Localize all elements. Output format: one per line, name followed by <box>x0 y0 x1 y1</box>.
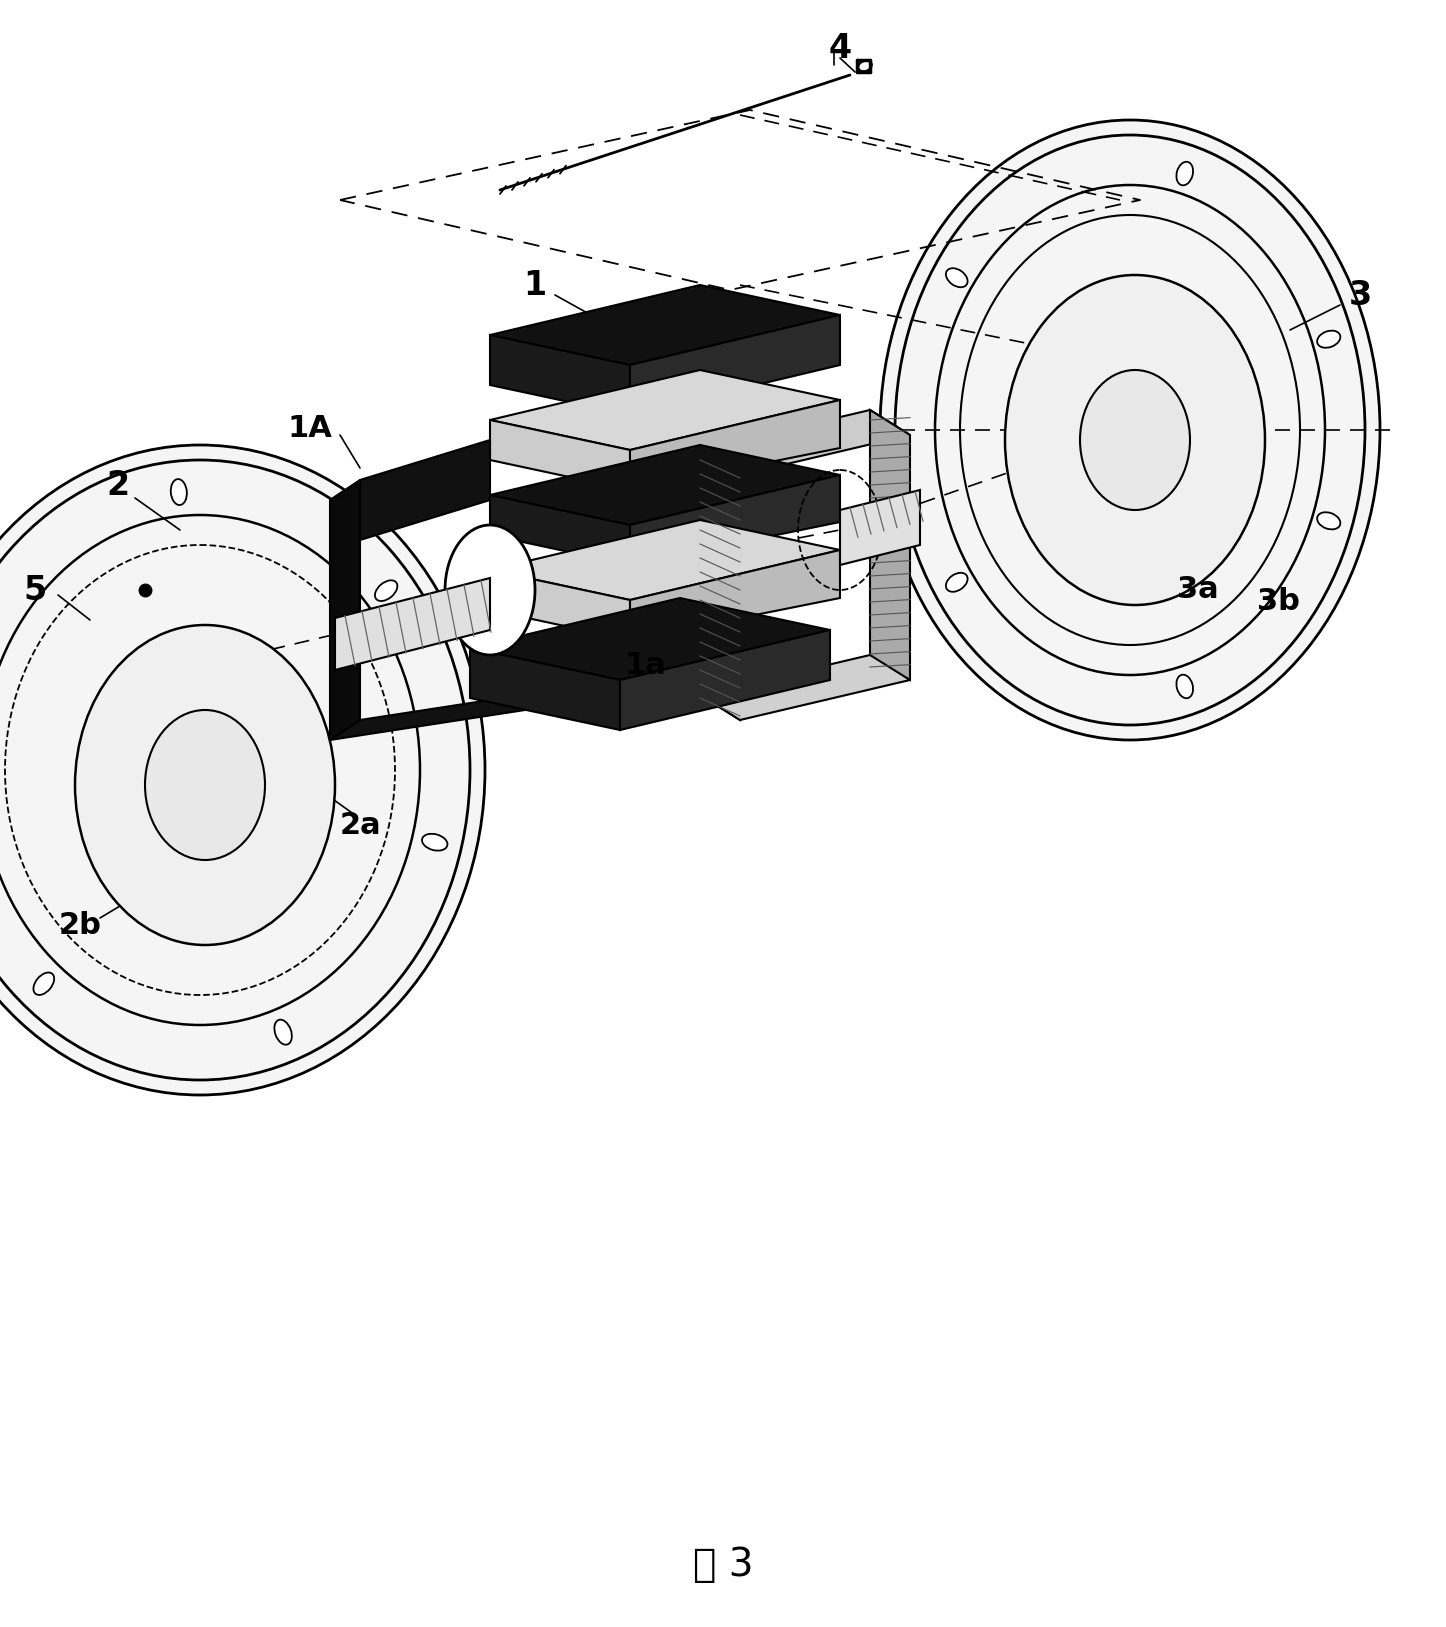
Polygon shape <box>490 420 630 490</box>
Text: 图 3: 图 3 <box>693 1546 753 1585</box>
Ellipse shape <box>1177 675 1193 698</box>
Text: 1: 1 <box>523 268 547 301</box>
Text: 3b: 3b <box>1257 587 1300 617</box>
Polygon shape <box>470 599 830 680</box>
Polygon shape <box>700 656 910 721</box>
Text: 4: 4 <box>829 31 852 65</box>
Ellipse shape <box>1177 161 1193 185</box>
Polygon shape <box>330 480 360 740</box>
Polygon shape <box>630 400 840 490</box>
Ellipse shape <box>375 581 398 600</box>
Ellipse shape <box>1317 513 1340 529</box>
Polygon shape <box>470 648 620 731</box>
Ellipse shape <box>0 446 484 1095</box>
Text: 3: 3 <box>1348 278 1372 311</box>
Ellipse shape <box>445 526 535 656</box>
Ellipse shape <box>1005 275 1265 605</box>
Ellipse shape <box>275 1020 292 1045</box>
Polygon shape <box>870 410 910 680</box>
Polygon shape <box>700 451 740 721</box>
Text: 2b: 2b <box>58 911 101 939</box>
Ellipse shape <box>75 625 335 945</box>
Ellipse shape <box>881 120 1379 740</box>
Ellipse shape <box>33 973 54 996</box>
Polygon shape <box>490 335 630 415</box>
Polygon shape <box>360 439 490 540</box>
Polygon shape <box>335 578 490 670</box>
Polygon shape <box>630 475 840 565</box>
Text: 3a: 3a <box>1177 576 1219 605</box>
Polygon shape <box>840 490 920 565</box>
Ellipse shape <box>946 268 967 288</box>
Ellipse shape <box>422 833 447 851</box>
Ellipse shape <box>171 478 187 504</box>
Text: 1A: 1A <box>288 413 333 443</box>
Polygon shape <box>490 446 840 526</box>
Polygon shape <box>490 569 630 639</box>
Text: 2: 2 <box>107 469 130 501</box>
Polygon shape <box>330 680 620 740</box>
Polygon shape <box>490 521 840 600</box>
Polygon shape <box>630 316 840 415</box>
Ellipse shape <box>946 573 967 592</box>
Polygon shape <box>700 410 910 475</box>
Polygon shape <box>490 369 840 451</box>
Text: 5: 5 <box>23 573 46 607</box>
Ellipse shape <box>1080 369 1190 509</box>
Text: 1a: 1a <box>625 651 665 680</box>
Text: 2a: 2a <box>340 810 380 840</box>
Polygon shape <box>490 285 840 364</box>
Polygon shape <box>490 495 630 565</box>
Polygon shape <box>620 630 830 731</box>
Ellipse shape <box>1317 330 1340 348</box>
Polygon shape <box>630 550 840 639</box>
Ellipse shape <box>145 709 265 861</box>
